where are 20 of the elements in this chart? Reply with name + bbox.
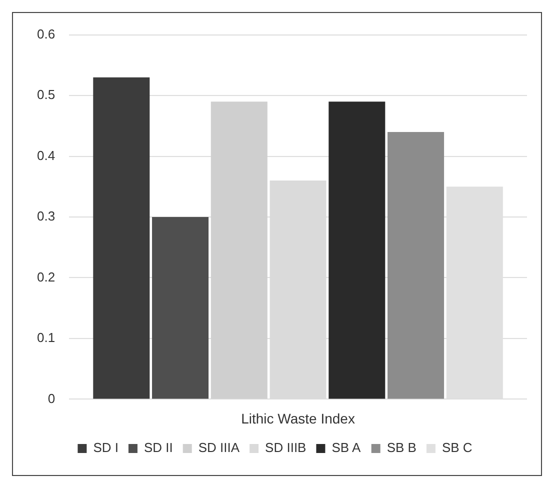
bar [210,102,268,399]
legend-label: SD I [93,440,118,456]
bar [328,102,386,399]
legend-label: SD IIIA [198,440,240,456]
legend-label: SB A [332,440,361,456]
y-tick-label: 0.6 [36,26,56,42]
legend-label: SD II [144,440,173,456]
y-tick-label: 0 [48,390,56,406]
y-tick-label: 0.2 [36,269,56,284]
bar [93,77,150,399]
legend-label: SD IIIB [265,440,306,456]
bar [152,217,209,399]
y-tick-label: 0.4 [36,148,56,163]
legend-label: SB B [386,440,416,456]
legend-label: SB C [442,440,472,456]
y-tick-label: 0.1 [36,330,56,346]
bar [388,132,444,399]
y-tick-label: 0.5 [36,87,56,102]
x-axis-title: Lithic Waste Index [241,410,355,426]
y-tick-label: 0.3 [36,208,56,224]
